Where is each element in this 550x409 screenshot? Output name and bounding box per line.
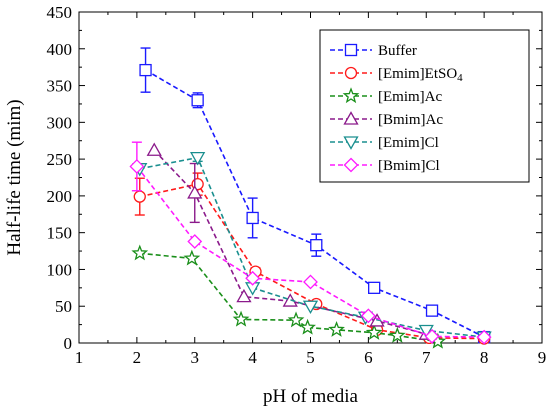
y-tick-label: 250	[47, 150, 73, 169]
legend-marker	[343, 136, 359, 150]
y-tick-label: 350	[47, 77, 73, 96]
data-point	[131, 244, 149, 261]
legend-item-0: Buffer	[330, 43, 417, 59]
legend-item-4: [Emim]Cl	[330, 135, 439, 151]
y-tick-label: 400	[47, 40, 73, 59]
data-point	[146, 142, 162, 156]
y-tick-label: 50	[55, 297, 72, 316]
x-tick-label: 6	[364, 348, 373, 367]
plot-area: 1 2 3 4 5 6 7 8 9 0 50 100 150 200 250 300 350 400 450	[47, 3, 547, 367]
legend-marker	[344, 66, 358, 80]
x-tick-label: 5	[306, 348, 315, 367]
data-point	[328, 320, 345, 337]
data-point	[302, 300, 319, 315]
series-5	[129, 141, 492, 345]
data-point	[183, 249, 201, 266]
legend-label: [Bmim]Ac	[378, 112, 443, 128]
x-tick-label: 7	[422, 348, 431, 367]
legend-label: [Bmim]Cl	[378, 158, 440, 174]
series-0	[139, 47, 491, 344]
data-point	[129, 159, 145, 174]
legend: Buffer [Emim]EtSO4 [Emim]Ac [Bmim]Ac [Emim]C…	[319, 29, 530, 183]
legend-marker	[343, 157, 359, 173]
series-3	[146, 142, 434, 340]
x-tick-label: 8	[480, 348, 489, 367]
legend-label: [Emim]EtSO4	[378, 66, 463, 84]
legend-item-3: [Bmim]Ac	[330, 111, 443, 128]
data-point	[360, 308, 376, 324]
x-tick-label: 1	[75, 348, 84, 367]
data-point	[133, 190, 146, 203]
legend-marker	[342, 87, 360, 104]
series-line	[153, 149, 427, 335]
legend-label: [Emim]Ac	[378, 89, 442, 105]
y-tick-label: 100	[47, 260, 73, 279]
data-point	[365, 323, 383, 340]
data-point	[303, 274, 318, 290]
data-point	[425, 304, 439, 317]
data-point	[191, 94, 204, 107]
x-tick-label: 2	[133, 348, 142, 367]
y-tick-label: 150	[47, 224, 73, 243]
series-line	[139, 252, 438, 343]
data-point	[388, 326, 406, 343]
legend-item-2: [Emim]Ac	[330, 87, 442, 105]
legend-item-1: [Emim]EtSO4	[330, 66, 463, 84]
legend-label: [Emim]Cl	[378, 135, 439, 151]
data-point	[187, 185, 203, 199]
data-point	[476, 329, 492, 345]
data-point	[368, 281, 381, 294]
data-point	[236, 288, 252, 303]
legend-marker	[343, 111, 359, 125]
data-point	[187, 234, 203, 249]
x-tick-label: 9	[538, 348, 547, 367]
data-point	[245, 270, 261, 286]
y-tick-label: 450	[47, 3, 73, 22]
data-point	[282, 293, 298, 307]
y-tick-label: 300	[47, 113, 73, 132]
x-axis-label: pH of media	[263, 386, 359, 407]
data-point	[232, 310, 250, 327]
x-tick-label: 4	[248, 348, 257, 367]
y-axis-label: Half-life time (mim)	[4, 99, 25, 255]
data-point	[190, 151, 206, 166]
data-point	[287, 311, 305, 328]
data-point	[299, 318, 316, 335]
legend-item-5: [Bmim]Cl	[330, 157, 440, 174]
x-tick-label: 3	[191, 348, 200, 367]
data-point	[310, 239, 323, 252]
data-point	[424, 328, 440, 344]
y-tick-label: 200	[47, 187, 73, 206]
data-point	[246, 211, 259, 225]
data-point	[418, 324, 434, 339]
y-tick-label: 0	[64, 334, 73, 353]
data-point	[139, 63, 152, 77]
legend-marker	[344, 43, 358, 57]
legend-label: Buffer	[378, 43, 417, 59]
